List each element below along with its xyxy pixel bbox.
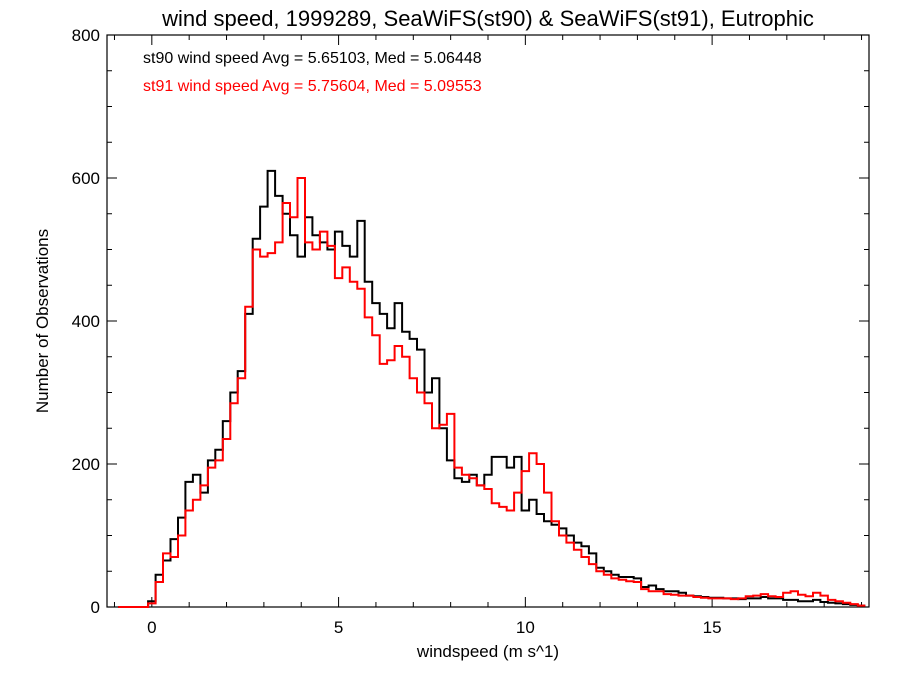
x-tick-label: 5 <box>334 618 343 637</box>
y-axis: 0 200 400 600 800 <box>72 26 869 617</box>
x-axis: 0 5 10 15 <box>113 35 863 637</box>
annotation-st90-stats: st90 wind speed Avg = 5.65103, Med = 5.0… <box>143 50 482 67</box>
series-layer <box>118 169 866 608</box>
y-tick-label: 0 <box>91 598 100 617</box>
plot-frame <box>106 34 870 608</box>
annotation-st91-stats: st91 wind speed Avg = 5.75604, Med = 5.0… <box>143 78 482 95</box>
plot-border <box>106 34 870 608</box>
x-tick-label: 0 <box>147 618 156 637</box>
series-line-st91 <box>118 177 866 608</box>
x-tick-label: 15 <box>703 618 722 637</box>
y-axis-label: Number of Observations <box>33 229 52 413</box>
y-tick-label: 600 <box>72 169 100 188</box>
x-tick-label: 10 <box>516 618 535 637</box>
series-line-st90 <box>118 169 866 608</box>
y-tick-label: 400 <box>72 312 100 331</box>
chart-title: wind speed, 1999289, SeaWiFS(st90) & Sea… <box>161 6 814 31</box>
x-axis-label: windspeed (m s^1) <box>416 642 559 661</box>
y-tick-label: 800 <box>72 26 100 45</box>
y-tick-label: 200 <box>72 455 100 474</box>
